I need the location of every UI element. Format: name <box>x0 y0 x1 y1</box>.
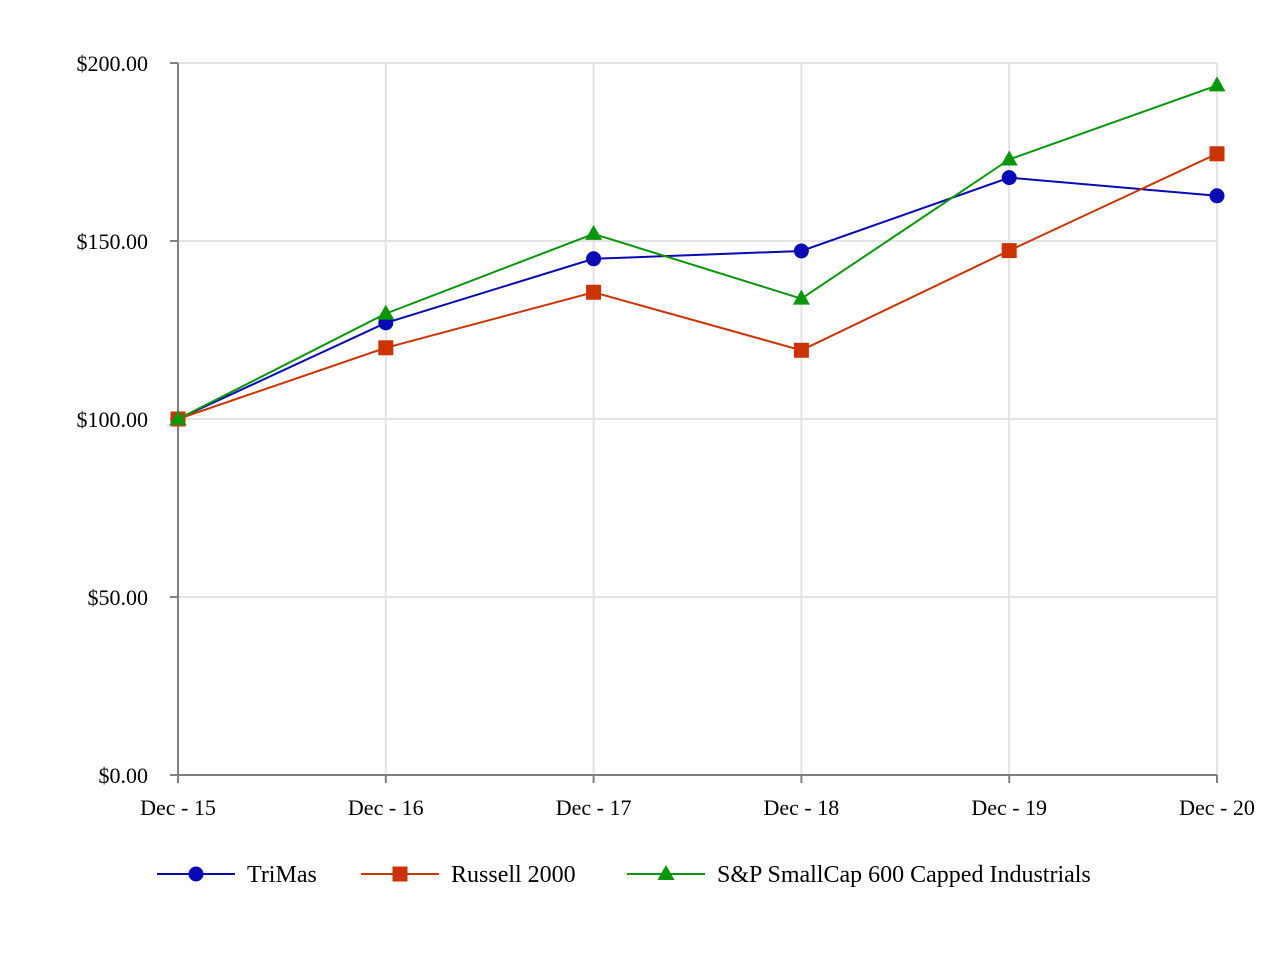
series-line-s-p-smallcap-600-capped-industrials <box>177 84 1218 420</box>
data-point-trimas <box>1001 170 1017 186</box>
data-point-trimas <box>793 243 809 259</box>
y-tick-label: $200.00 <box>77 51 149 76</box>
data-point-russell-2000 <box>1001 243 1017 259</box>
legend-label: Russell 2000 <box>451 862 576 888</box>
legend-item-trimas: TriMas <box>157 862 317 888</box>
data-point-s-p-smallcap-600-capped-industrials <box>1000 150 1018 166</box>
legend-label: TriMas <box>247 862 317 888</box>
data-point-russell-2000 <box>586 284 602 300</box>
x-tick-label: Dec - 17 <box>556 795 632 820</box>
legend-label: S&P SmallCap 600 Capped Industrials <box>717 862 1091 888</box>
data-point-s-p-smallcap-600-capped-industrials <box>1208 76 1226 92</box>
series-trimas <box>170 170 1225 427</box>
data-point-russell-2000 <box>378 340 394 356</box>
data-point-s-p-smallcap-600-capped-industrials <box>585 224 603 240</box>
grid-lines <box>178 62 1218 775</box>
x-tick-label: Dec - 20 <box>1179 795 1255 820</box>
data-point-s-p-smallcap-600-capped-industrials <box>377 304 395 320</box>
legend: TriMas Russell 2000 S&P SmallCap 600 Cappe… <box>157 862 1091 888</box>
y-tick-label: $150.00 <box>77 229 149 254</box>
data-point-russell-2000 <box>1209 146 1225 162</box>
series-line-russell-2000 <box>177 152 1218 420</box>
series-russell-2000 <box>170 146 1225 427</box>
legend-marker <box>392 866 408 882</box>
y-tick-label: $50.00 <box>88 585 149 610</box>
x-tick-label: Dec - 19 <box>971 795 1047 820</box>
legend-item-s-p-smallcap-600-capped-industrials: S&P SmallCap 600 Capped Industrials <box>627 862 1091 888</box>
data-point-s-p-smallcap-600-capped-industrials <box>169 410 187 425</box>
data-point-trimas <box>586 251 602 267</box>
series-lines <box>169 76 1226 427</box>
y-tick-label: $100.00 <box>77 407 149 432</box>
series-s-p-smallcap-600-capped-industrials <box>169 76 1226 425</box>
data-point-s-p-smallcap-600-capped-industrials <box>792 289 810 305</box>
x-tick-label: Dec - 15 <box>140 795 216 820</box>
x-tick-label: Dec - 18 <box>764 795 840 820</box>
legend-marker <box>657 865 675 880</box>
series-line-trimas <box>177 176 1218 420</box>
y-tick-label: $0.00 <box>99 763 149 788</box>
data-point-trimas <box>1209 188 1225 204</box>
data-point-russell-2000 <box>793 342 809 358</box>
tick-labels: $0.00 $50.00 $100.00 $150.00 $200.00 Dec - 15… <box>77 51 1255 820</box>
legend-marker <box>188 866 204 882</box>
legend-item-russell-2000: Russell 2000 <box>361 862 576 888</box>
axes <box>170 62 1218 783</box>
x-tick-label: Dec - 16 <box>348 795 424 820</box>
